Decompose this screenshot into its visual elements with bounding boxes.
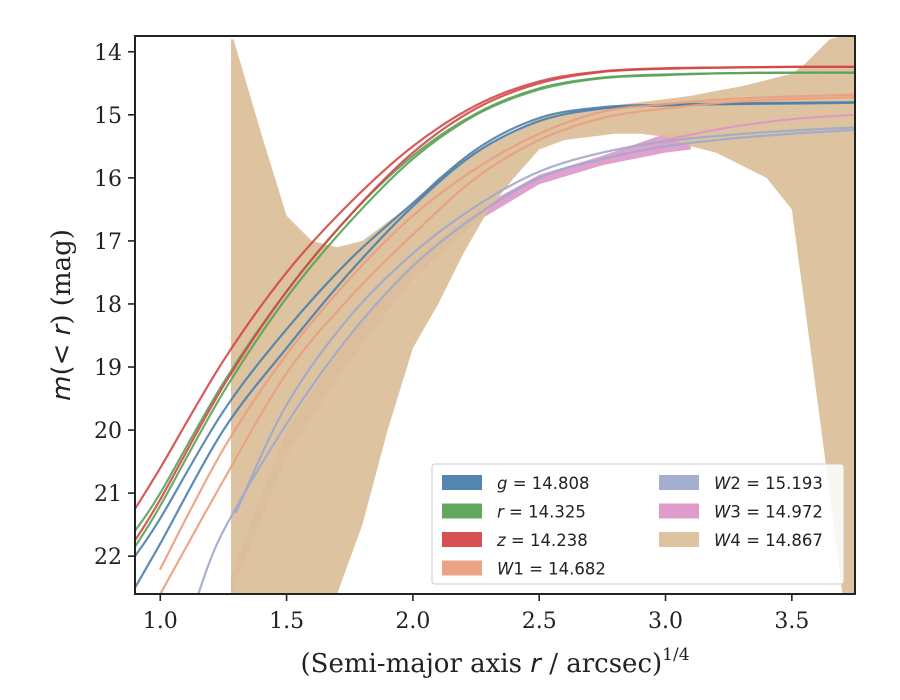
y-axis-label-rest: ) (mag) — [47, 229, 77, 325]
x-tick-label-2.0: 2.0 — [395, 609, 430, 634]
y-tick-label-21: 21 — [94, 482, 122, 507]
legend-swatch-w3 — [659, 503, 699, 519]
x-axis-label-var: r — [530, 649, 543, 679]
legend-label-w3: W3 = 14.972 — [714, 503, 823, 522]
x-axis-label: (Semi-major axis r / arcsec)1/4 — [300, 645, 689, 679]
y-tick-label-18: 18 — [94, 293, 122, 318]
legend-swatch-w1 — [442, 560, 482, 576]
legend-swatch-w2 — [659, 475, 699, 490]
series-r-curve-2 — [135, 71, 855, 532]
x-axis: 1.0 1.5 2.0 2.5 3.0 3.5 — [143, 594, 809, 634]
y-tick-label-20: 20 — [94, 419, 122, 444]
legend-swatch-g — [442, 475, 482, 490]
series-w1-curve-1 — [159, 96, 855, 594]
x-tick-label-1.5: 1.5 — [269, 609, 304, 634]
y-axis-label-paren: (< — [47, 335, 77, 375]
y-tick-label-19: 19 — [94, 356, 122, 381]
plot-frame — [134, 35, 856, 595]
y-tick-label-14: 14 — [94, 41, 122, 66]
y-tick-label-15: 15 — [94, 104, 122, 129]
series-z-curve-2 — [135, 65, 855, 510]
x-axis-label-unit: / arcsec) — [541, 649, 662, 679]
legend: g = 14.808 r = 14.325 z = 14.238 W1 = 14.68… — [431, 463, 845, 585]
legend-swatch-w4 — [659, 532, 699, 547]
y-tick-label-16: 16 — [94, 167, 122, 192]
x-tick-label-1.0: 1.0 — [143, 609, 178, 634]
y-tick-label-17: 17 — [94, 230, 122, 255]
x-axis-label-main: (Semi-major axis — [300, 649, 530, 679]
legend-label-g: g = 14.808 — [497, 474, 590, 493]
x-tick-label-2.5: 2.5 — [522, 609, 557, 634]
legend-label-z: z = 14.238 — [496, 531, 588, 550]
y-axis: 14 15 16 17 18 19 20 21 22 — [94, 41, 135, 570]
y-axis-label: m(< r) (mag) — [47, 229, 77, 401]
x-tick-label-3.5: 3.5 — [774, 609, 809, 634]
legend-swatch-r — [442, 503, 482, 519]
curves-layer — [135, 65, 855, 594]
x-tick-label-3.0: 3.0 — [648, 609, 683, 634]
y-axis-label-main: m — [47, 376, 77, 401]
series-w1-curve-2 — [159, 93, 855, 570]
legend-box — [431, 463, 845, 585]
series-w3-curve-1 — [664, 113, 855, 142]
legend-label-r: r = 14.325 — [497, 503, 586, 522]
legend-swatch-z — [442, 532, 482, 547]
series-w4-band — [231, 36, 855, 594]
y-axis-label-var: r — [47, 322, 77, 335]
legend-label-w2: W2 = 15.193 — [714, 474, 823, 493]
series-w2-curve-1 — [197, 128, 855, 594]
y-tick-label-22: 22 — [94, 545, 122, 570]
x-axis-label-sup: 1/4 — [662, 645, 689, 665]
series-w2-curve-2 — [235, 126, 855, 514]
legend-label-w1: W1 = 14.682 — [497, 560, 606, 579]
bands-layer — [231, 36, 855, 594]
legend-label-w4: W4 = 14.867 — [714, 531, 823, 550]
